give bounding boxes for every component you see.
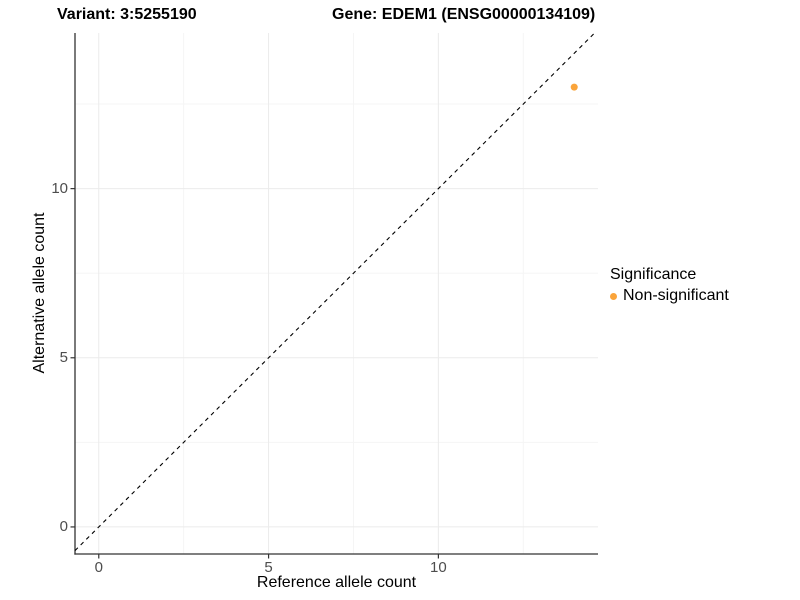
y-axis-tick-label: 5 (59, 348, 68, 366)
data-point (570, 83, 578, 91)
legend-title: Significance (610, 266, 697, 283)
legend-entry-label: Non-significant (623, 287, 729, 304)
y-axis-tick-label: 0 (59, 517, 68, 535)
x-axis-title: Reference allele count (256, 574, 417, 591)
y-axis-tick-label: 10 (51, 179, 68, 197)
y-axis-title: Alternative allele count (31, 212, 48, 374)
x-axis-tick-label: 5 (264, 559, 273, 576)
title-gene: Gene: EDEM1 (ENSG00000134109) (332, 6, 596, 23)
identity-dashed-line (74, 32, 595, 552)
title-variant: Variant: 3:5255190 (57, 6, 197, 23)
legend-entry: Non-significant (610, 287, 800, 305)
x-axis-tick-label: 10 (430, 559, 447, 576)
legend: Significance Non-significant (610, 266, 800, 305)
x-axis-tick-label: 0 (94, 559, 103, 576)
legend-point-swatch-icon (610, 292, 617, 300)
